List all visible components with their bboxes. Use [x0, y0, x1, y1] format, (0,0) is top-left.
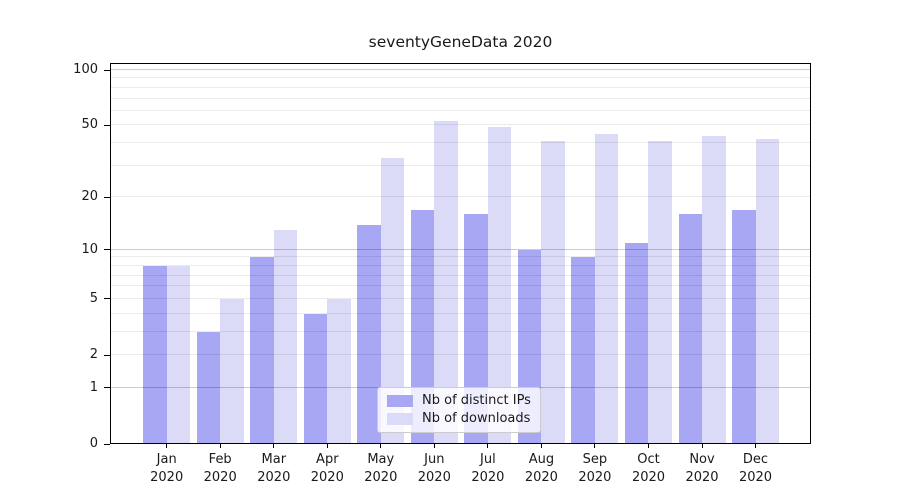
x-tick-label: Nov 2020 — [685, 452, 719, 485]
x-tick-mark — [326, 444, 328, 448]
x-tick-mark — [540, 444, 542, 448]
y-tick-mark — [104, 298, 110, 300]
y-tick-mark — [104, 249, 110, 251]
y-tick-label: 2 — [89, 347, 98, 362]
y-tick-label: 0 — [89, 436, 98, 451]
x-tick-label: Jun 2020 — [417, 452, 451, 485]
bar — [678, 214, 702, 444]
bar — [380, 158, 405, 444]
y-tick-label: 10 — [81, 241, 98, 257]
y-tick-mark — [104, 69, 110, 71]
x-tick-label: Sep 2020 — [578, 452, 612, 485]
bar — [303, 313, 328, 444]
bar — [702, 135, 726, 444]
y-tick-mark — [104, 354, 110, 356]
bar — [357, 224, 381, 444]
y-tick-label: 5 — [89, 290, 98, 306]
y-tick-label: 20 — [81, 189, 98, 205]
y-tick-mark — [104, 196, 110, 198]
legend-label: Nb of distinct IPs — [422, 393, 531, 408]
y-tick-mark — [104, 387, 110, 389]
x-tick-label: Mar 2020 — [257, 452, 291, 485]
legend-item: Nb of downloads — [387, 411, 531, 426]
bar — [327, 298, 351, 444]
x-tick-label: Aug 2020 — [524, 452, 558, 485]
x-tick-label: Feb 2020 — [203, 452, 237, 485]
bar — [541, 141, 565, 444]
plot-area: Nb of distinct IPs Nb of downloads — [110, 63, 811, 444]
bar — [273, 230, 298, 444]
bar — [571, 257, 595, 444]
x-tick-mark — [755, 444, 756, 448]
x-tick-mark — [433, 444, 435, 448]
x-tick-mark — [594, 444, 596, 448]
legend-label: Nb of downloads — [422, 411, 531, 426]
legend-swatch — [387, 394, 413, 407]
bar — [594, 133, 619, 444]
legend-item: Nb of distinct IPs — [387, 393, 531, 408]
x-tick-label: Jan 2020 — [150, 452, 184, 485]
x-tick-mark — [166, 444, 168, 448]
x-tick-mark — [273, 444, 275, 448]
bar — [755, 139, 780, 444]
bar — [410, 209, 435, 444]
y-tick-mark — [104, 443, 110, 445]
bar — [648, 141, 672, 444]
bar — [487, 127, 512, 444]
y-tick-mark — [104, 124, 110, 126]
x-tick-mark — [219, 444, 221, 448]
bar — [434, 120, 458, 444]
bar — [220, 298, 244, 444]
x-tick-mark — [701, 444, 703, 448]
bar — [732, 209, 756, 444]
x-tick-label: Oct 2020 — [631, 452, 666, 485]
y-tick-label: 1 — [89, 379, 98, 395]
x-tick-label: May 2020 — [364, 452, 398, 485]
x-tick-mark — [380, 444, 382, 448]
bar — [196, 331, 221, 444]
x-tick-mark — [648, 444, 649, 448]
legend-swatch — [387, 412, 413, 425]
bar — [250, 257, 274, 444]
x-tick-label: Apr 2020 — [310, 452, 344, 485]
bar — [464, 214, 488, 444]
x-tick-label: Jul 2020 — [471, 452, 505, 485]
y-tick-label: 100 — [73, 62, 98, 77]
bar — [166, 265, 191, 444]
legend: Nb of distinct IPs Nb of downloads — [377, 387, 541, 433]
bar — [624, 242, 649, 444]
bars-layer — [110, 63, 811, 444]
x-tick-mark — [487, 444, 489, 448]
y-tick-label: 50 — [81, 117, 98, 133]
chart-title: seventyGeneData 2020 — [368, 33, 553, 51]
bar — [143, 265, 167, 444]
x-tick-label: Dec 2020 — [738, 452, 773, 485]
